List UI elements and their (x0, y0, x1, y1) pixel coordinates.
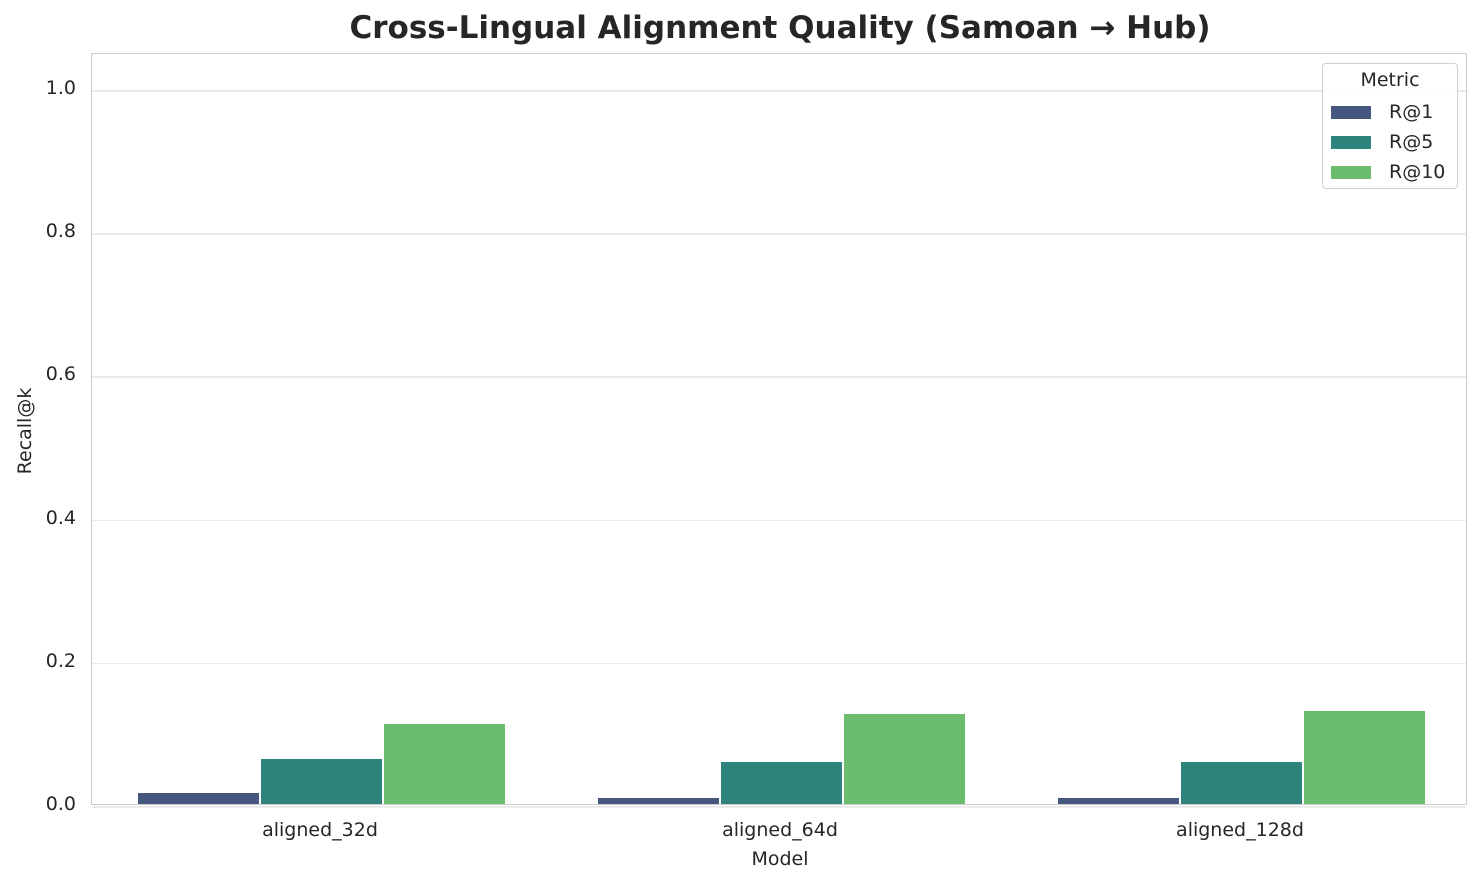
legend-swatch-icon (1331, 106, 1371, 119)
x-tick-label: aligned_64d (722, 819, 838, 841)
legend-label: R@5 (1389, 131, 1434, 153)
bar-R@10-aligned_64d (843, 713, 965, 804)
bar-R@1-aligned_128d (1057, 798, 1179, 804)
plot-area (91, 53, 1467, 808)
gridline (92, 519, 1466, 522)
legend: Metric R@1 R@5 R@10 (1322, 63, 1458, 189)
y-tick-label: 0.4 (45, 506, 76, 529)
gridline (92, 90, 1466, 92)
bar-R@1-aligned_32d (137, 792, 259, 804)
x-tick-label: aligned_32d (262, 819, 378, 841)
gridline (92, 233, 1466, 235)
legend-swatch-icon (1331, 136, 1371, 149)
legend-swatch-icon (1331, 166, 1371, 179)
bar-R@5-aligned_32d (260, 758, 382, 804)
legend-title: Metric (1360, 69, 1420, 91)
legend-label: R@1 (1389, 101, 1434, 123)
bar-R@1-aligned_64d (597, 798, 719, 804)
gridline (92, 806, 1466, 808)
y-tick-label: 0.8 (45, 220, 76, 243)
y-tick-label: 1.0 (45, 77, 76, 99)
bar-R@10-aligned_128d (1303, 710, 1425, 804)
gridline (92, 376, 1466, 378)
y-tick-label: 0.0 (45, 793, 76, 815)
bar-R@10-aligned_32d (383, 723, 505, 804)
y-axis-label: Recall@k (14, 387, 36, 475)
x-tick-label: aligned_128d (1176, 819, 1304, 841)
chart-title: Cross-Lingual Alignment Quality (Samoan … (349, 10, 1211, 46)
legend-label: R@10 (1389, 161, 1446, 183)
x-axis-label: Model (751, 848, 809, 870)
bar-R@5-aligned_64d (720, 761, 842, 804)
y-tick-label: 0.6 (45, 363, 76, 386)
gridline (92, 662, 1466, 665)
y-tick-label: 0.2 (45, 649, 76, 672)
bar-R@5-aligned_128d (1180, 761, 1302, 804)
